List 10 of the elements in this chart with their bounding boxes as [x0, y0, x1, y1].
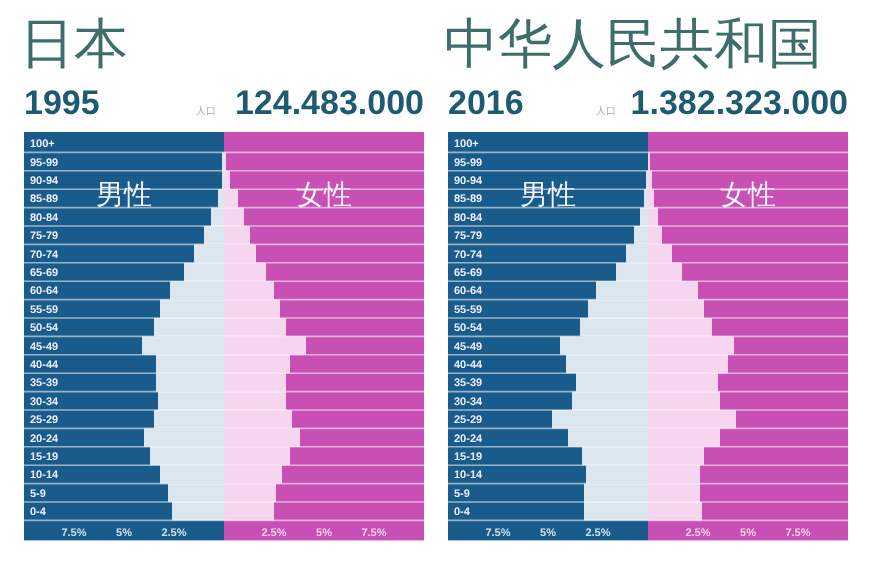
series-label: 男性 [96, 180, 152, 213]
chart-subtitle: 2016 [448, 84, 524, 122]
chart-title: 日本 [20, 14, 128, 74]
text: 女性 [720, 180, 776, 213]
text: 1.382.323.000 [630, 84, 848, 122]
chart-subtitle: 1995 [24, 84, 100, 122]
series-label: 女性 [296, 180, 352, 213]
text: 男性 [520, 180, 576, 213]
text: 124.483.000 [234, 84, 424, 122]
chart-title: 中华人民共和国 [444, 14, 822, 74]
